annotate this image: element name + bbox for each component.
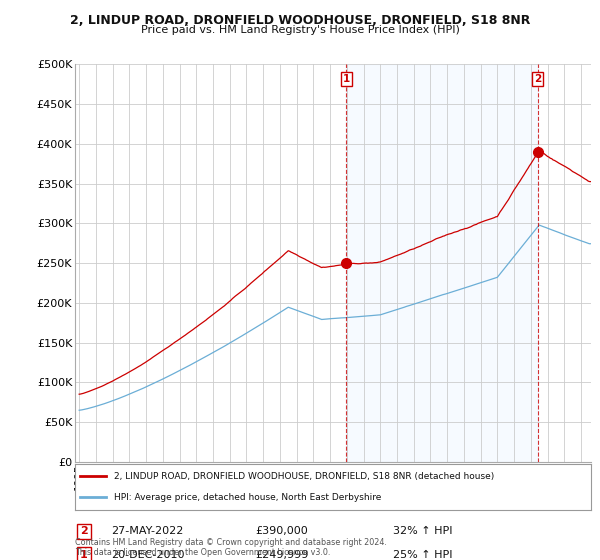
Text: £249,999: £249,999 [255,550,308,560]
Text: 1: 1 [343,74,350,85]
Text: 2: 2 [80,526,88,536]
Bar [346,64,538,462]
Text: 1: 1 [80,550,88,560]
Text: £390,000: £390,000 [255,526,308,536]
Text: 32% ↑ HPI: 32% ↑ HPI [393,526,452,536]
Text: Contains HM Land Registry data © Crown copyright and database right 2024.
This d: Contains HM Land Registry data © Crown c… [75,538,387,557]
Text: HPI: Average price, detached house, North East Derbyshire: HPI: Average price, detached house, Nort… [114,493,381,502]
Text: 2, LINDUP ROAD, DRONFIELD WOODHOUSE, DRONFIELD, S18 8NR (detached house): 2, LINDUP ROAD, DRONFIELD WOODHOUSE, DRO… [114,472,494,480]
Text: 25% ↑ HPI: 25% ↑ HPI [393,550,452,560]
Text: 2: 2 [534,74,541,85]
Text: 2, LINDUP ROAD, DRONFIELD WOODHOUSE, DRONFIELD, S18 8NR: 2, LINDUP ROAD, DRONFIELD WOODHOUSE, DRO… [70,14,530,27]
Text: Price paid vs. HM Land Registry's House Price Index (HPI): Price paid vs. HM Land Registry's House … [140,25,460,35]
Text: 27-MAY-2022: 27-MAY-2022 [111,526,184,536]
Text: 20-DEC-2010: 20-DEC-2010 [111,550,185,560]
